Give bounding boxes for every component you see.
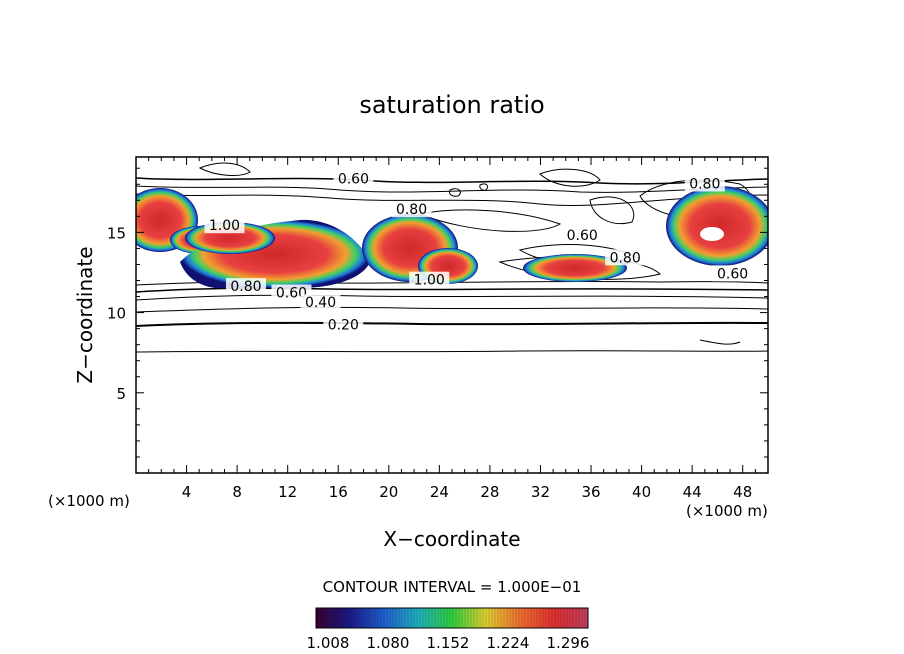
contour-label: 0.60 — [717, 266, 748, 282]
x-tick-label: 32 — [531, 483, 550, 501]
colorbar-label: 1.008 — [307, 634, 350, 652]
x-tick-label: 12 — [278, 483, 297, 501]
colorbar-label: 1.080 — [367, 634, 410, 652]
colorbar-label: 1.152 — [427, 634, 470, 652]
x-tick-label: 44 — [683, 483, 702, 501]
x-axis-label: X−coordinate — [383, 527, 520, 551]
chart-title: saturation ratio — [359, 91, 544, 119]
contour-label: 0.60 — [276, 286, 307, 302]
contour-label: 0.80 — [689, 176, 720, 192]
y-axis-label: Z−coordinate — [73, 246, 97, 383]
y-axis-ticks: 5 10 15 — [107, 167, 768, 458]
contour-label: 1.00 — [414, 273, 445, 289]
x-unit-left: (×1000 m) — [48, 492, 130, 510]
contour-labels: 0.600.801.000.80 0.600.400.201.000.600.80… — [204, 170, 753, 334]
colorbar-label: 1.224 — [487, 634, 530, 652]
x-axis-ticks: 4 8 12 16 20 24 28 32 36 40 44 48 — [148, 157, 756, 501]
contour-label: 0.80 — [610, 250, 641, 266]
x-tick-label: 16 — [329, 483, 348, 501]
contour-label: 0.80 — [230, 279, 261, 295]
colorbar: 1.008 1.080 1.152 1.224 1.296 — [307, 607, 590, 652]
contour-label: 0.40 — [305, 295, 336, 311]
y-tick-label: 5 — [116, 385, 126, 403]
contour-label: 0.60 — [338, 172, 369, 188]
contour-label: 0.20 — [328, 318, 359, 334]
contour-label: 0.80 — [396, 202, 427, 218]
x-tick-label: 48 — [733, 483, 752, 501]
y-tick-label: 15 — [107, 224, 126, 242]
contour-interval: CONTOUR INTERVAL = 1.000E−01 — [323, 578, 582, 596]
x-tick-label: 28 — [480, 483, 499, 501]
y-tick-label: 10 — [107, 305, 126, 323]
colorbar-label: 1.296 — [547, 634, 590, 652]
contour-label: 0.60 — [567, 228, 598, 244]
x-tick-label: 36 — [581, 483, 600, 501]
x-tick-label: 40 — [632, 483, 651, 501]
x-tick-label: 8 — [232, 483, 242, 501]
contour-label: 1.00 — [209, 218, 240, 234]
plot-area: 0.600.801.000.80 0.600.400.201.000.600.80… — [136, 157, 768, 473]
x-tick-label: 20 — [379, 483, 398, 501]
x-unit-right: (×1000 m) — [686, 502, 768, 520]
x-tick-label: 24 — [430, 483, 449, 501]
x-tick-label: 4 — [182, 483, 192, 501]
